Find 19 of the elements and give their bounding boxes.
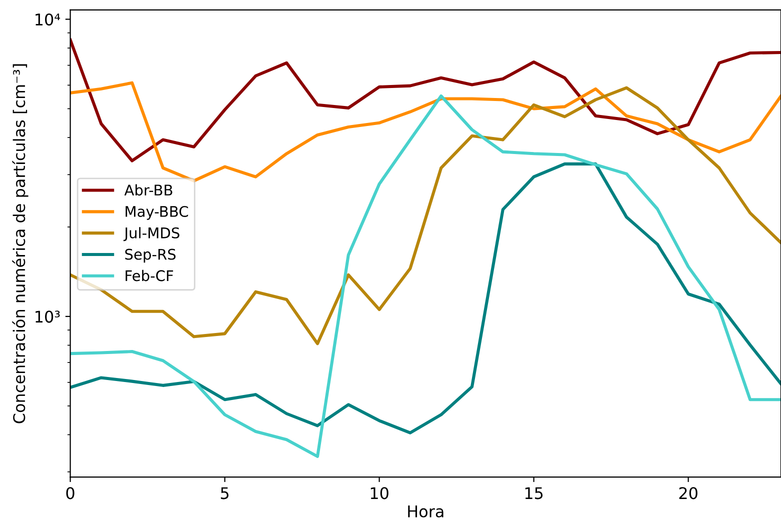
x-tick-label: 20 <box>679 487 698 500</box>
legend-label: Abr-BB <box>124 184 172 196</box>
x-axis-title: Hora <box>408 506 444 518</box>
y-tick-label: 10⁴ <box>36 13 60 26</box>
y-tick-label: 10³ <box>36 310 60 323</box>
line-series <box>70 81 781 182</box>
legend-label: May-BBC <box>126 206 188 220</box>
legend-label: Jul-MDS <box>123 227 180 242</box>
line-series <box>70 38 781 162</box>
x-tick-label: 5 <box>220 487 228 500</box>
legend-label: Feb-CF <box>126 270 174 282</box>
line-series <box>70 86 781 346</box>
legend-label: Sep-RS <box>125 248 176 263</box>
x-tick-label: 15 <box>525 487 543 500</box>
x-tick-label: 10 <box>370 487 388 500</box>
y-axis-title: Concentración numérica de partículas [cm⁻³] <box>12 64 28 424</box>
line-series <box>70 94 781 458</box>
line-series <box>70 162 781 434</box>
x-tick-label: 0 <box>66 487 74 500</box>
